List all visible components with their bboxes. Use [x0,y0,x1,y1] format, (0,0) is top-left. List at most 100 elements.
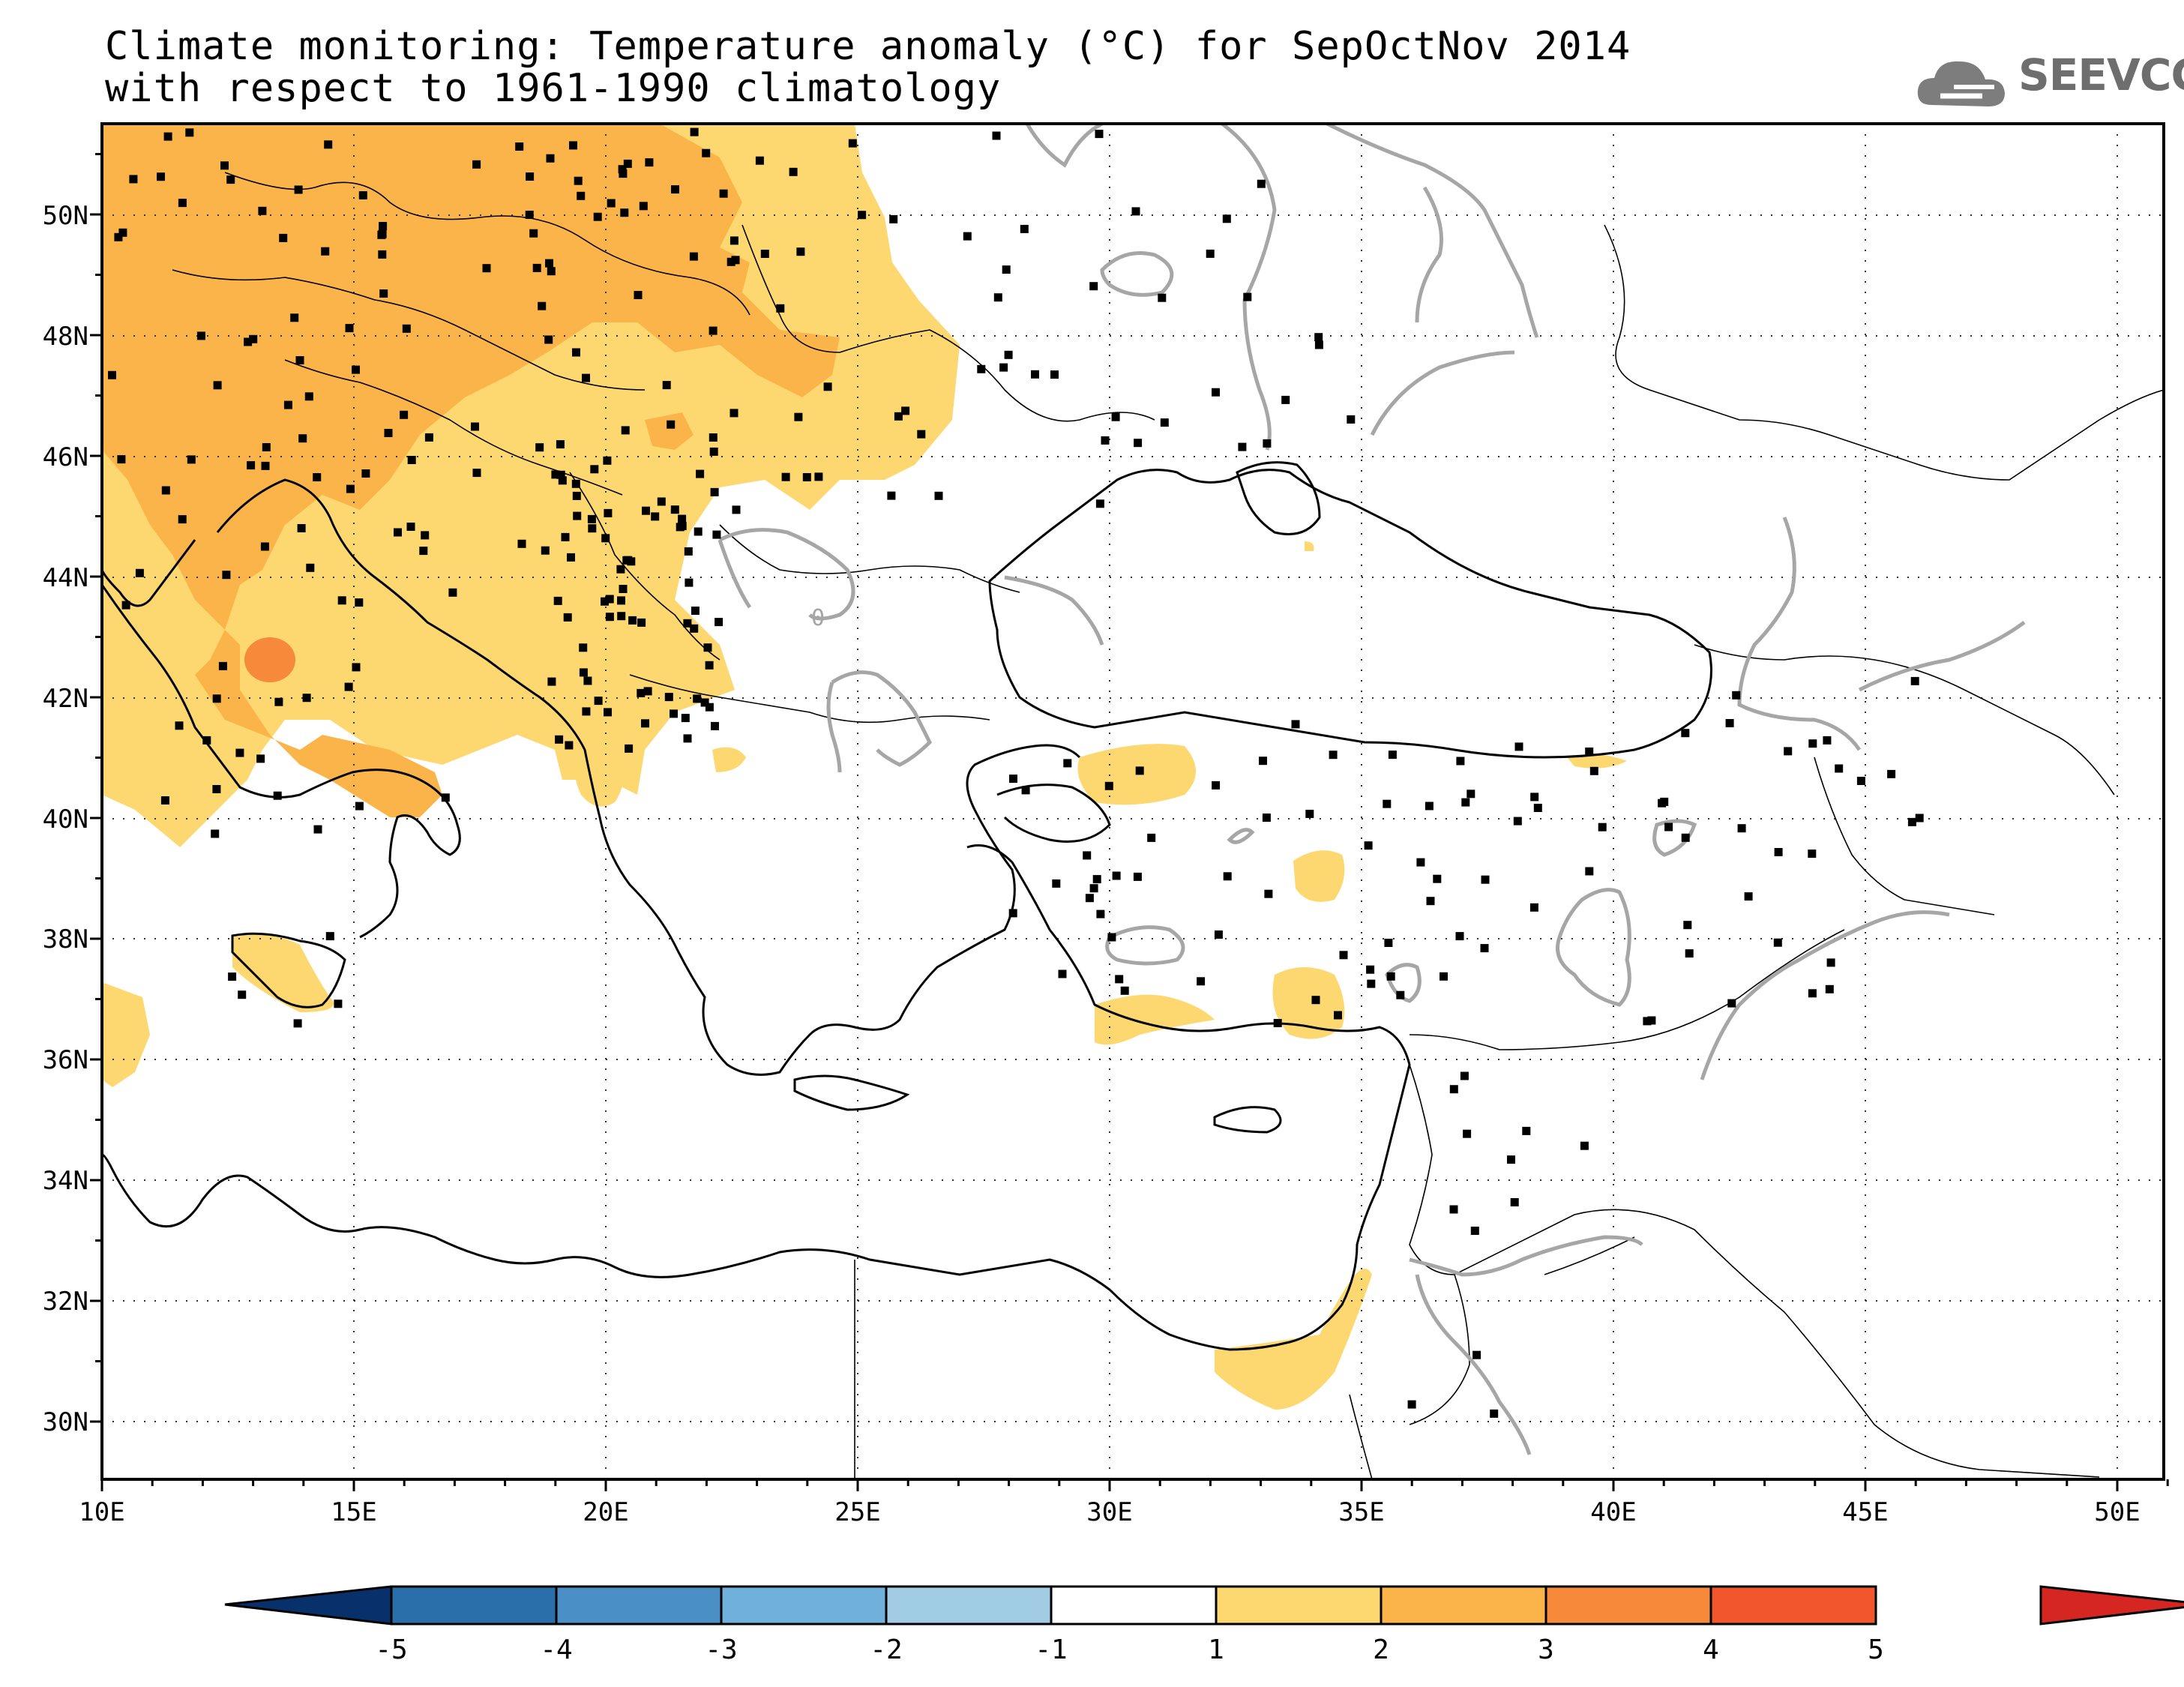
axis-ticks [90,153,2169,1491]
lat-tick-label: 38N [43,924,88,954]
station-marker [129,175,138,184]
station-marker [294,185,303,194]
lat-tick-label: 46N [43,442,88,472]
station-marker [547,677,556,686]
station-marker [645,158,654,167]
cloud-icon [1917,61,2005,106]
lon-tick-label: 20E [583,1497,628,1527]
station-marker [563,613,572,622]
anomaly-1-2-region [1305,541,1314,551]
lon-tick-label: 15E [331,1497,376,1527]
station-marker [161,486,170,495]
station-marker [703,643,712,652]
station-marker [1291,720,1300,729]
station-marker [623,159,632,168]
station-marker [1197,977,1206,986]
station-marker [545,259,553,268]
station-marker [1396,990,1405,999]
station-marker [228,972,237,981]
station-marker [729,236,738,245]
lat-tick-label: 42N [43,684,88,714]
station-marker [256,754,265,763]
station-marker [1664,823,1673,832]
station-marker [1089,884,1098,893]
station-marker [634,291,643,299]
station-marker [212,785,221,793]
station-marker [1243,292,1252,301]
station-marker [1262,814,1271,822]
colorbar-label: 5 [1868,1635,1884,1665]
colorbar: -5 -4 -3 -2 -1 1 2 3 4 5 [224,1585,2184,1665]
lon-tick-label: 30E [1086,1497,1132,1527]
lat-tick-label: 34N [43,1166,88,1196]
station-marker [1264,889,1273,898]
station-marker [222,571,231,580]
station-marker [579,643,588,652]
station-marker [196,331,205,340]
station-marker [1334,1011,1342,1020]
station-marker [135,568,144,577]
station-marker [258,206,267,215]
station-marker [619,169,628,178]
station-marker [993,293,1002,302]
station-marker [642,506,650,515]
station-marker [1744,892,1753,901]
station-marker [667,420,676,429]
station-marker [1507,1155,1515,1164]
station-marker [1463,1129,1472,1138]
station-marker [157,172,165,181]
station-marker [1480,944,1489,953]
station-marker [1529,903,1538,912]
station-marker [643,687,652,696]
station-marker [337,596,346,605]
station-marker [1273,1019,1282,1027]
station-marker [1681,833,1690,842]
station-marker [1311,996,1320,1005]
station-marker [637,688,646,697]
station-markers [108,127,1924,1418]
station-marker [220,161,229,170]
station-marker [1823,736,1832,745]
station-marker [344,682,353,691]
station-marker [1461,798,1470,807]
station-marker [553,596,562,605]
station-marker [705,703,714,712]
station-marker [1681,729,1690,738]
anomaly-1-2-region [1567,754,1627,769]
station-marker [515,142,524,151]
station-marker [378,250,387,259]
station-marker [690,624,699,633]
station-marker [641,719,649,728]
station-marker [279,233,288,242]
station-marker [1263,439,1272,448]
station-marker [696,469,705,478]
station-marker [681,714,690,723]
title-line-2: with respect to 1961-1990 climatology [105,66,1002,111]
station-marker [1466,790,1475,799]
station-marker [617,612,626,621]
anomaly-1-2-region [102,982,150,1087]
station-marker [1050,370,1059,379]
colorbar-cell [885,1585,1053,1626]
station-marker [1416,858,1425,867]
station-marker [651,512,660,521]
station-marker [355,802,364,811]
station-marker [1120,986,1129,995]
contour-label: 0 [811,605,825,631]
lat-tick-label: 36N [43,1045,88,1075]
station-marker [1111,412,1120,421]
station-marker [114,232,123,241]
station-marker [1440,972,1448,981]
station-marker [1339,951,1348,960]
station-marker [715,618,724,627]
station-marker [1589,766,1598,775]
station-marker [117,455,126,464]
station-marker [587,514,596,523]
station-marker [1052,879,1061,888]
station-marker [593,212,602,221]
station-marker [1683,921,1692,930]
station-marker [727,257,735,266]
station-marker [572,491,581,500]
station-marker [1083,851,1092,860]
station-marker [1808,739,1817,748]
